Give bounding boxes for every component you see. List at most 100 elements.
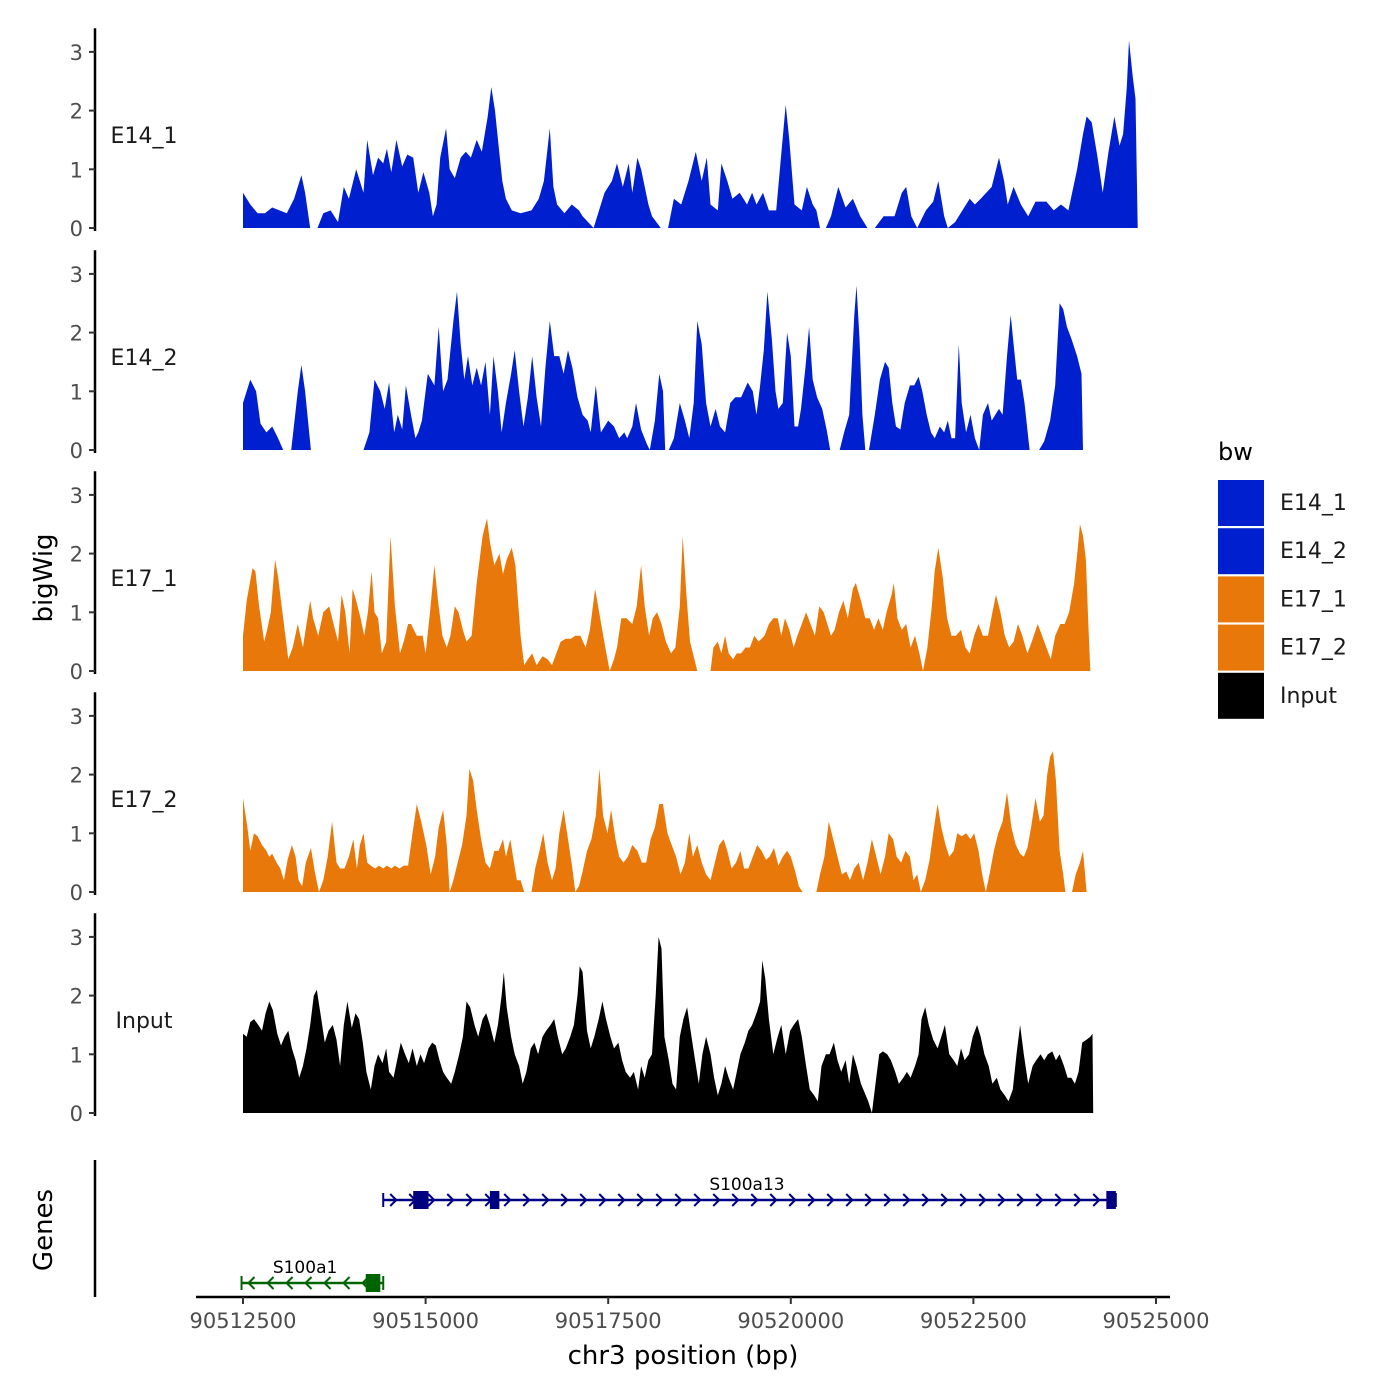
track-label-E17_1: E17_1 [111,567,178,592]
legend: bw E14_1 E14_2 E17_1 E17_2 Input [1218,438,1347,719]
legend-title: bw [1218,438,1253,466]
y-tick-label: 0 [70,660,83,684]
gene-S100a13: S100a13 [382,1175,1117,1209]
strand-arrow [266,1276,275,1290]
track-Input: 0 1 2 3 Input [70,913,1094,1126]
signal-area-Input [243,936,1094,1113]
legend-item-E14_1: E14_1 [1218,480,1347,526]
y-axis-title-bigwig: bigWig [29,533,59,622]
strand-arrow [921,1193,930,1207]
strand-arrow [522,1193,531,1207]
strand-arrow [769,1193,778,1207]
y-tick-label: 1 [70,1043,83,1067]
gene-track: S100a13 S100a1 [93,1160,1117,1297]
x-tick-label: 90520000 [737,1309,844,1333]
strand-arrow [247,1276,256,1290]
y-tick-label: 3 [70,705,83,729]
track-E17_1: 0 1 2 3 E17_1 [70,471,1091,684]
legend-swatch [1218,528,1264,575]
y-tick-label: 2 [70,100,83,124]
strand-arrow [598,1193,607,1207]
strand-arrow [304,1276,313,1290]
gene-label: S100a13 [709,1175,784,1195]
legend-swatch [1218,672,1264,719]
exon-block [365,1274,381,1292]
strand-arrow [864,1193,873,1207]
strand-arrow [807,1193,816,1207]
strand-arrow [1092,1193,1101,1207]
legend-label: E17_1 [1280,587,1347,612]
strand-arrow [902,1193,911,1207]
legend-item-E14_2: E14_2 [1218,528,1347,575]
strand-arrow [323,1276,332,1290]
exon-block [1106,1191,1116,1209]
legend-item-Input: Input [1218,672,1337,719]
y-tick-label: 2 [70,543,83,567]
strand-arrow [579,1193,588,1207]
strand-arrow [503,1193,512,1207]
y-tick-label: 3 [70,41,83,65]
strand-arrow [285,1276,294,1290]
track-label-Input: Input [116,1009,173,1034]
strand-arrow [693,1193,702,1207]
legend-swatch [1218,576,1264,623]
strand-arrow [845,1193,854,1207]
legend-label: E17_2 [1280,636,1347,661]
y-tick-label: 0 [70,1102,83,1126]
track-label-E14_2: E14_2 [111,346,178,371]
strand-arrow [1016,1193,1025,1207]
track-label-E17_2: E17_2 [111,788,178,813]
y-tick-label: 1 [70,601,83,625]
strand-arrow [750,1193,759,1207]
y-tick-label: 1 [70,380,83,404]
strand-arrow [655,1193,664,1207]
legend-item-E17_2: E17_2 [1218,624,1347,671]
gene-label: S100a1 [273,1258,337,1278]
strand-arrow [959,1193,968,1207]
track-E14_1: 0 1 2 3 E14_1 [70,28,1138,241]
strand-arrow [788,1193,797,1207]
gene-S100a1: S100a1 [240,1258,385,1292]
strand-arrow [674,1193,683,1207]
y-tick-label: 3 [70,263,83,287]
x-tick-label: 90522500 [920,1309,1027,1333]
strand-arrow [427,1193,436,1207]
strand-arrow [978,1193,987,1207]
x-tick-label: 90525000 [1103,1309,1210,1333]
signal-area-E14_1 [243,40,1138,229]
legend-label: E14_1 [1280,491,1347,516]
x-axis: 90512500 90515000 90517500 90520000 90522500… [190,1295,1210,1333]
x-tick-label: 90517500 [555,1309,662,1333]
y-axis-title-genes: Genes [29,1189,59,1271]
exon-block [489,1191,500,1209]
y-tick-label: 0 [70,881,83,905]
strand-arrow [712,1193,721,1207]
track-E17_2: 0 1 2 3 E17_2 [70,692,1087,905]
signal-area-E17_2 [243,751,1087,892]
strand-arrow [997,1193,1006,1207]
x-tick-label: 90515000 [372,1309,479,1333]
signal-area-E17_1 [243,518,1091,671]
y-tick-label: 2 [70,764,83,788]
exon-block [413,1191,429,1209]
legend-item-E17_1: E17_1 [1218,576,1347,623]
y-tick-label: 3 [70,484,83,508]
strand-arrow [731,1193,740,1207]
y-tick-label: 3 [70,926,83,950]
legend-label: E14_2 [1280,539,1347,564]
strand-arrow [1073,1193,1082,1207]
strand-arrow [465,1193,474,1207]
strand-arrow [826,1193,835,1207]
legend-swatch [1218,624,1264,671]
y-tick-label: 0 [70,439,83,463]
x-tick-label: 90512500 [190,1309,297,1333]
x-axis-title: chr3 position (bp) [568,1341,799,1371]
legend-label: Input [1280,684,1337,709]
strand-arrow [560,1193,569,1207]
legend-swatch [1218,480,1264,526]
strand-arrow [446,1193,455,1207]
strand-arrow [1035,1193,1044,1207]
strand-arrow [1054,1193,1063,1207]
bigwig-tracks: 0 1 2 3 E14_1 0 1 2 3 E14_2 0 1 2 3 E17_1 0 1 2 3 E17_2 0 1 2 3… [70,28,1138,1126]
